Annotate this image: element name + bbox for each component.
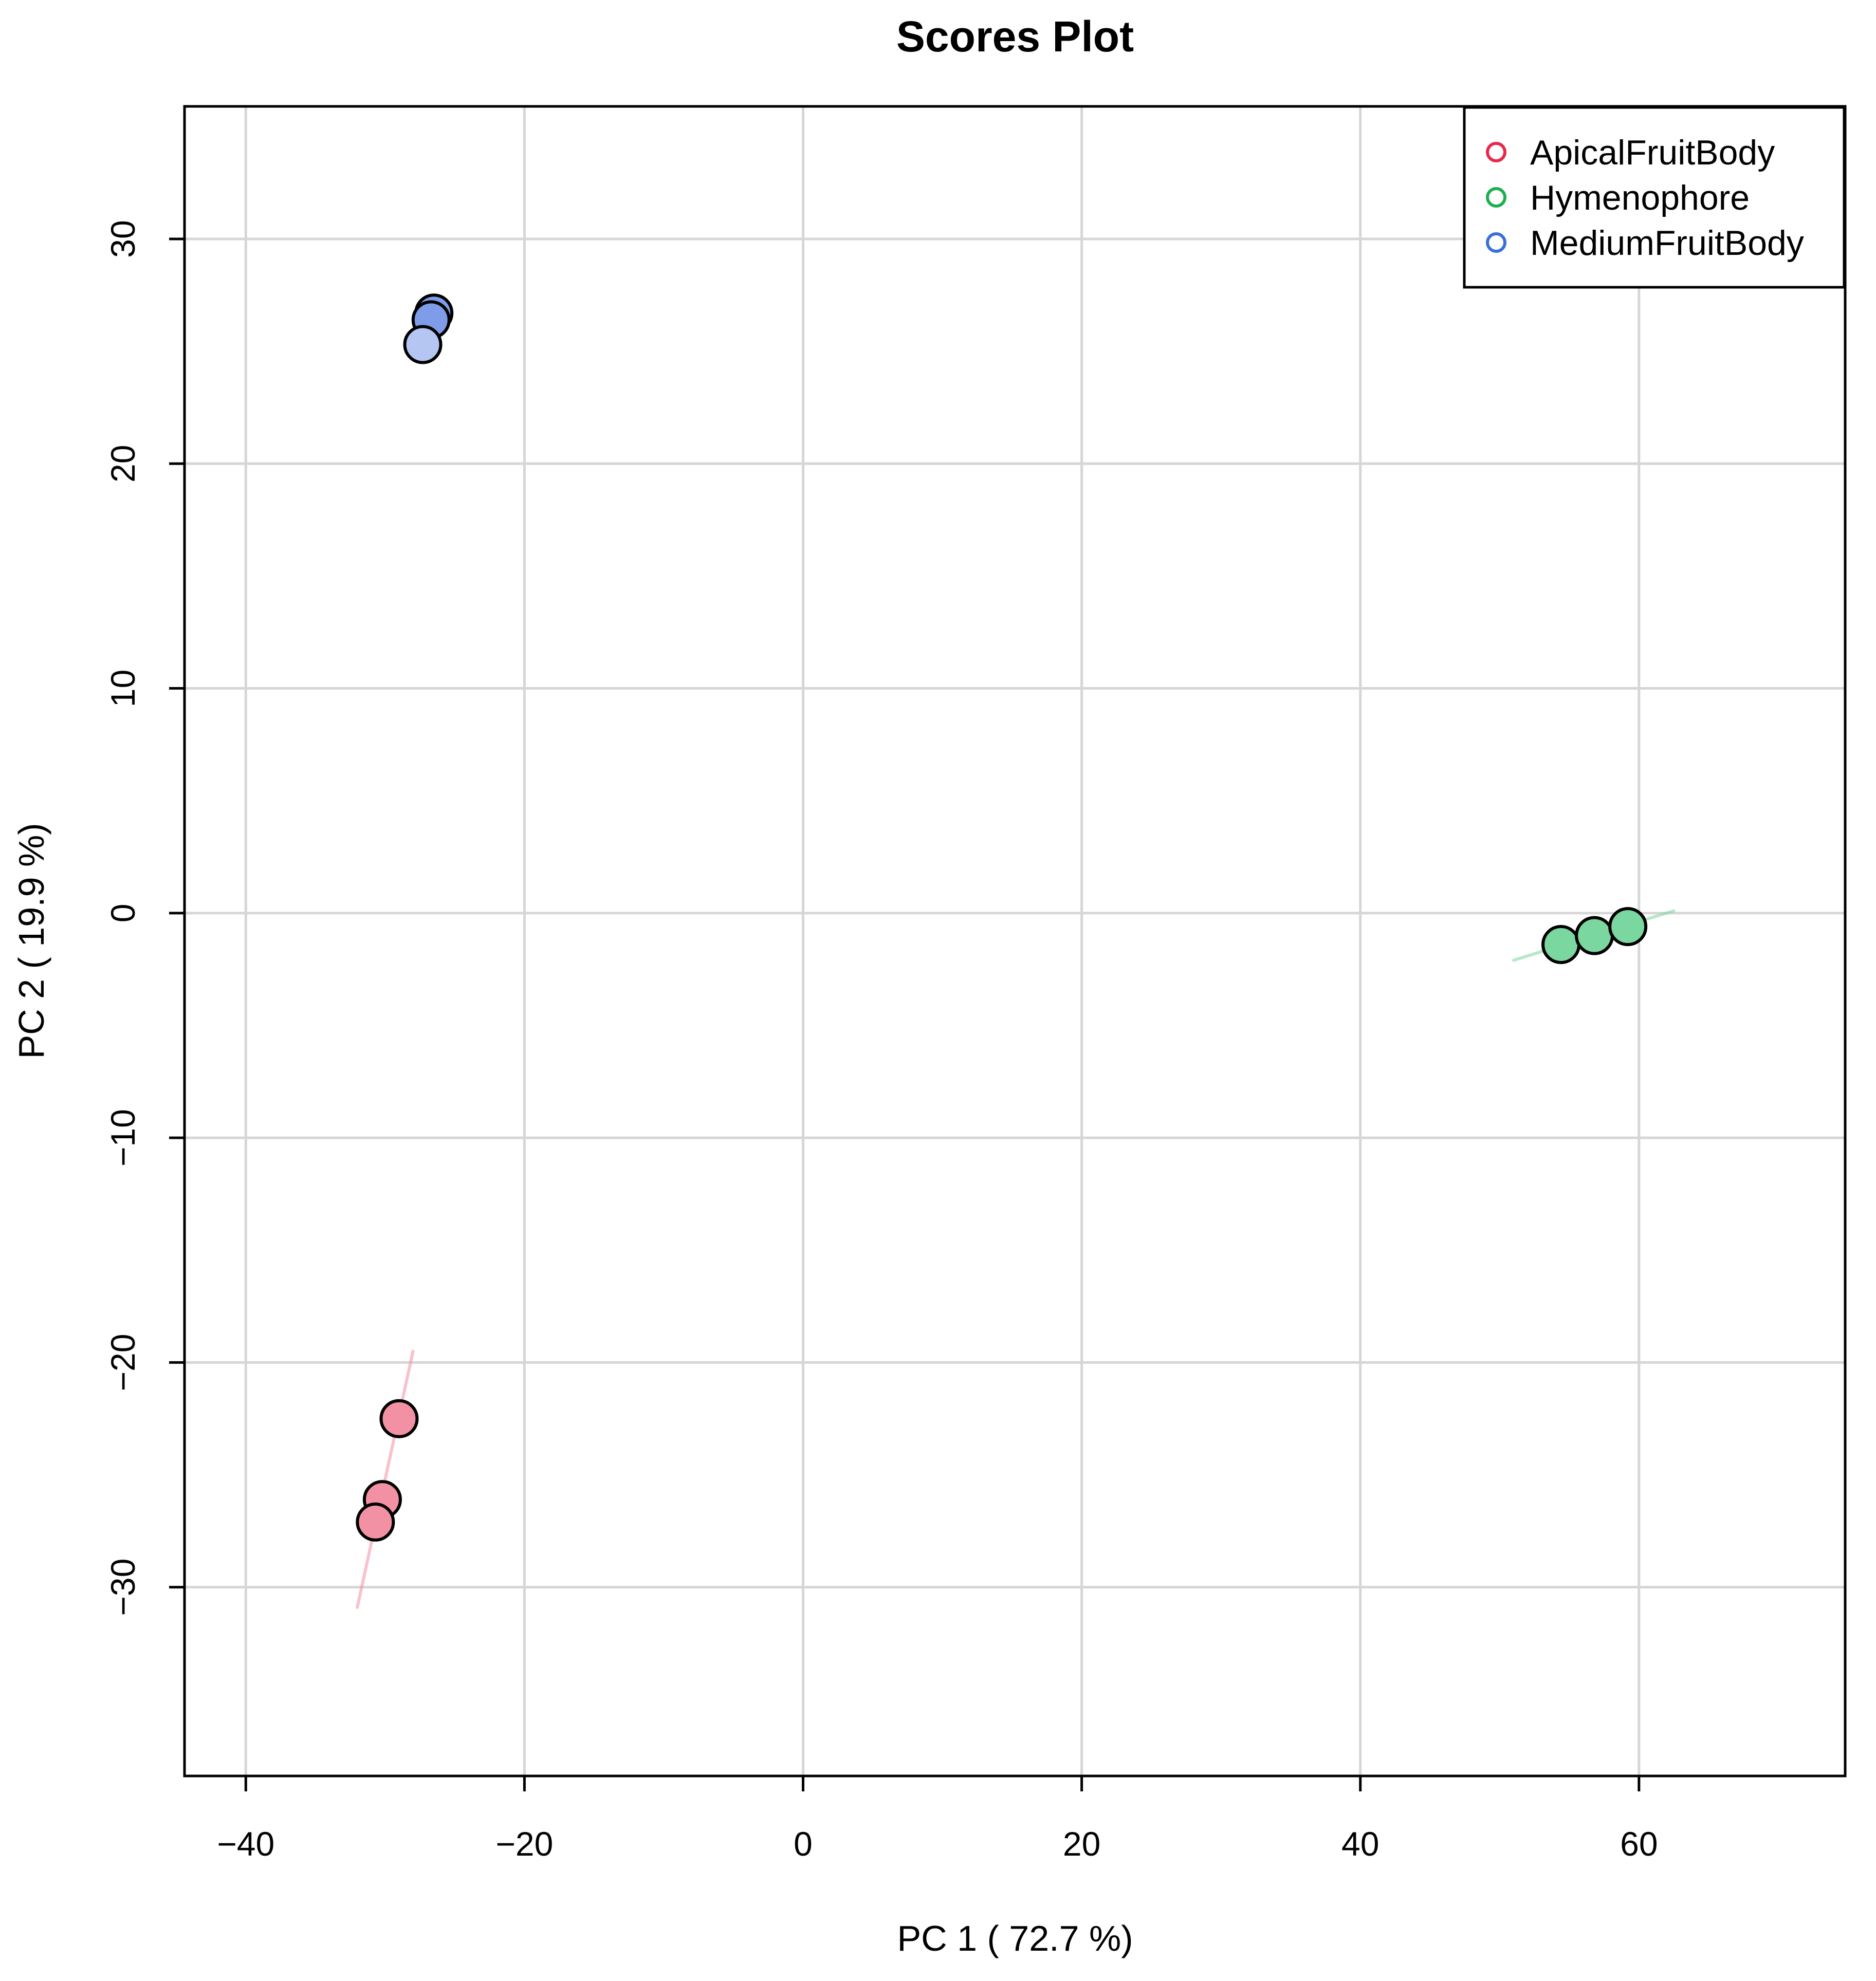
data-points: [356, 293, 1648, 1542]
y-axis-label: PC 2 ( 19.9 %): [11, 823, 51, 1059]
legend-box: [1463, 106, 1846, 289]
legend-marker-Hymenophore: [1486, 187, 1506, 208]
x-tick-label: 40: [1341, 1825, 1379, 1863]
x-tick-label: −40: [217, 1825, 274, 1863]
point-Hymenophore: [1608, 907, 1648, 947]
y-tick-label: 10: [104, 670, 142, 707]
point-ApicalFruitBody: [356, 1502, 395, 1542]
x-tick-label: 60: [1620, 1825, 1658, 1863]
legend-marker-ApicalFruitBody: [1486, 142, 1506, 162]
x-tick-label: 0: [794, 1825, 813, 1863]
legend: ApicalFruitBody Hymenophore MediumFruitBod…: [1463, 106, 1846, 289]
x-tick-label: 20: [1063, 1825, 1100, 1863]
y-tick-label: −20: [104, 1334, 142, 1391]
y-tick-label: 0: [104, 903, 142, 922]
y-tick-label: −30: [104, 1559, 142, 1616]
point-Hymenophore: [1541, 925, 1581, 965]
y-tick-label: 30: [104, 220, 142, 257]
y-tick-label: −10: [104, 1109, 142, 1167]
x-tick-label: −20: [495, 1825, 553, 1863]
y-axis: −30 −20 −10 0 10 20 30: [104, 220, 185, 1616]
legend-label: ApicalFruitBody: [1530, 133, 1775, 172]
legend-marker-MediumFruitBody: [1486, 232, 1506, 253]
y-tick-label: 20: [104, 445, 142, 483]
point-Hymenophore: [1575, 916, 1614, 955]
legend-label: MediumFruitBody: [1530, 224, 1804, 263]
point-MediumFruitBody: [403, 325, 443, 364]
legend-label: Hymenophore: [1530, 178, 1750, 217]
x-axis-label: PC 1 ( 72.7 %): [897, 1918, 1133, 1958]
chart-title: Scores Plot: [896, 12, 1134, 61]
ellipse-ApicalFruitBody: [356, 1349, 415, 1609]
point-ApicalFruitBody: [379, 1399, 419, 1438]
x-axis: −40 −20 0 20 40 60: [217, 1776, 1658, 1863]
plot-area-frame: [183, 105, 1847, 1778]
